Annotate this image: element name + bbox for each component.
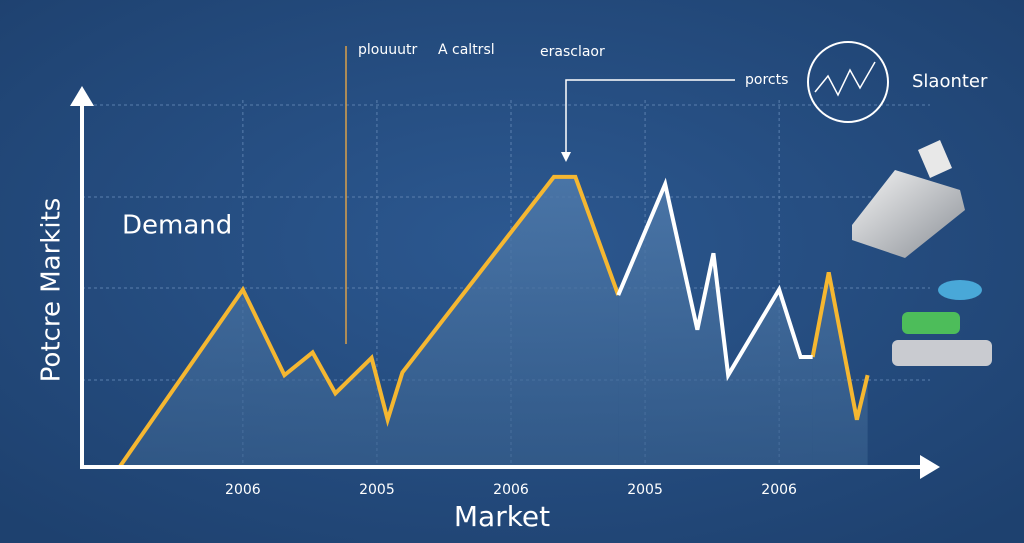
x-tick-label: 2006	[493, 482, 529, 498]
x-tick-label: 2006	[761, 482, 797, 498]
area	[618, 184, 813, 467]
annotation-arrow	[565, 79, 735, 156]
coins-icon	[892, 340, 992, 366]
annotation: Demand	[122, 211, 232, 241]
x-tick-label: 2006	[225, 482, 261, 498]
annotation: erasclaor	[540, 44, 605, 60]
x-axis-label: Market	[454, 500, 550, 533]
magnifier-icon	[807, 41, 889, 123]
y-axis-arrow	[70, 86, 94, 106]
line	[117, 174, 870, 469]
area	[119, 176, 868, 467]
annotation: plouuutr	[358, 42, 417, 58]
metal-bar-icon	[852, 170, 965, 258]
annotation: A caltrsl	[438, 42, 495, 58]
cash-icon	[902, 312, 960, 334]
icon-line	[814, 61, 876, 97]
axes	[70, 86, 940, 479]
x-tick-label: 2005	[627, 482, 663, 498]
y-axis-label: Potcre Markits	[37, 198, 67, 383]
x-axis-arrow	[920, 455, 940, 479]
plot	[117, 100, 870, 469]
coin-icon	[938, 280, 982, 300]
metal-bar-icon	[918, 140, 952, 178]
arrow-head	[561, 152, 571, 162]
line	[616, 177, 813, 382]
annotation: Slaonter	[912, 71, 988, 92]
annotation: porcts	[745, 72, 788, 88]
x-tick-label: 2005	[359, 482, 395, 498]
